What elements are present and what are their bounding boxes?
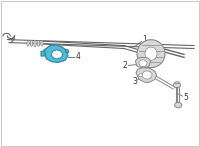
Polygon shape (135, 57, 151, 68)
Polygon shape (136, 68, 157, 82)
Ellipse shape (41, 41, 43, 46)
Circle shape (175, 102, 182, 108)
Circle shape (139, 74, 143, 77)
Text: 5: 5 (183, 93, 188, 102)
Text: 1: 1 (143, 35, 147, 44)
Circle shape (173, 83, 181, 88)
Ellipse shape (27, 41, 29, 46)
Ellipse shape (145, 47, 157, 60)
Ellipse shape (139, 60, 147, 67)
Ellipse shape (137, 40, 165, 68)
Ellipse shape (175, 82, 179, 83)
Ellipse shape (52, 50, 63, 59)
Polygon shape (41, 51, 45, 56)
Text: 2: 2 (123, 61, 127, 70)
Ellipse shape (142, 71, 152, 79)
Polygon shape (44, 45, 68, 62)
Ellipse shape (37, 40, 40, 46)
Text: 4: 4 (76, 52, 80, 61)
Ellipse shape (34, 40, 36, 47)
Text: 3: 3 (132, 77, 137, 86)
Ellipse shape (30, 40, 33, 46)
Polygon shape (65, 49, 69, 53)
